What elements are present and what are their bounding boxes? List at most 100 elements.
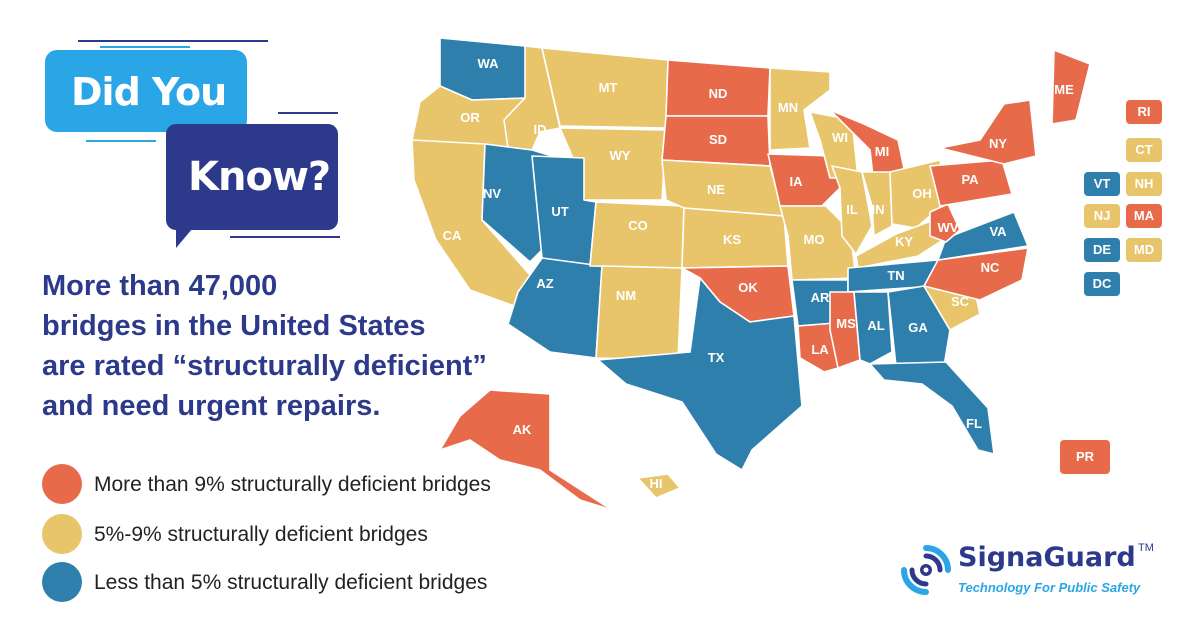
- state-label-id: ID: [534, 122, 547, 137]
- state-label-or: OR: [460, 110, 480, 125]
- logo-trademark: TM: [1138, 542, 1154, 554]
- state-shape-va: [937, 211, 1029, 261]
- state-label-mt: MT: [599, 80, 618, 95]
- state-label-mo: MO: [804, 232, 825, 247]
- state-label-sd: SD: [709, 132, 727, 147]
- legend-label: More than 9% structurally deficient brid…: [94, 473, 491, 496]
- state-label-pa: PA: [961, 172, 979, 187]
- state-shape-tx: [597, 277, 803, 471]
- headline-line: are rated “structurally deficient”: [42, 350, 487, 382]
- state-shape-ia: [767, 153, 841, 207]
- state-label-al: AL: [867, 318, 884, 333]
- state-label-nd: ND: [709, 86, 728, 101]
- legend-swatch-mid: [42, 514, 82, 554]
- state-label-oh: OH: [912, 186, 932, 201]
- state-tag-nj: NJ: [1084, 204, 1120, 228]
- state-label-wi: WI: [832, 130, 848, 145]
- headline-line: More than 47,000: [42, 270, 278, 302]
- state-label-in: IN: [872, 202, 885, 217]
- state-label-ga: GA: [908, 320, 928, 335]
- state-label-ne: NE: [707, 182, 725, 197]
- state-label-ak: AK: [513, 422, 532, 437]
- headline: More than 47,000 bridges in the United S…: [42, 266, 562, 426]
- state-label-ny: NY: [989, 136, 1007, 151]
- state-shape-nm: [595, 265, 683, 361]
- state-label-ar: AR: [811, 290, 830, 305]
- state-shape-nc: [923, 247, 1029, 301]
- state-label-co: CO: [628, 218, 648, 233]
- state-shape-ms: [829, 291, 861, 369]
- decor-line: [100, 46, 190, 48]
- us-map-svg: WA OR CA ID NV MT WY UT AZ CO NM ND SD NE KS OK TX MN IA MO…: [411, 37, 1091, 511]
- state-label-la: LA: [811, 342, 829, 357]
- state-shape-me: [1051, 49, 1091, 125]
- legend-label: 5%-9% structurally deficient bridges: [94, 523, 428, 546]
- state-label-mi: MI: [875, 144, 889, 159]
- state-shape-ak: [439, 389, 613, 511]
- state-label-wy: WY: [610, 148, 631, 163]
- state-tag-ct: CT: [1126, 138, 1162, 162]
- gear-signal-icon: [901, 545, 951, 595]
- bubble-tail: [176, 222, 198, 248]
- logo-tagline: Technology For Public Safety: [958, 580, 1141, 595]
- state-tag-ri: RI: [1126, 100, 1162, 124]
- did-you-bubble: Did You: [45, 50, 247, 150]
- state-tag-pr: PR: [1060, 440, 1110, 474]
- us-map: WA OR CA ID NV MT WY UT AZ CO NM ND SD NE KS OK TX MN IA MO…: [400, 30, 1120, 511]
- decor-line: [78, 40, 268, 42]
- legend-item-mid: 5%-9% structurally deficient bridges: [42, 514, 602, 558]
- state-label-hi: HI: [650, 476, 663, 491]
- legend-label: Less than 5% structurally deficient brid…: [94, 571, 488, 594]
- state-tag-de: DE: [1084, 238, 1120, 262]
- state-label-me: ME: [1054, 82, 1074, 97]
- state-shape-co: [589, 201, 685, 269]
- know-bubble: Know?: [166, 124, 338, 248]
- legend-item-low: Less than 5% structurally deficient brid…: [42, 562, 602, 606]
- decor-line: [278, 112, 338, 114]
- know-text: Know?: [188, 154, 331, 200]
- state-label-nc: NC: [981, 260, 1000, 275]
- state-shape-wy: [559, 127, 667, 201]
- signaguard-logo: SignaGuard TM Technology For Public Safe…: [898, 540, 1168, 600]
- legend-swatch-high: [42, 464, 82, 504]
- state-label-tx: TX: [708, 350, 725, 365]
- state-label-il: IL: [846, 202, 858, 217]
- state-shape-pa: [929, 159, 1013, 207]
- state-label-ok: OK: [738, 280, 758, 295]
- did-you-text: Did You: [71, 70, 227, 114]
- state-label-wv: WV: [938, 220, 959, 235]
- state-label-sc: SC: [951, 294, 970, 309]
- state-label-ms: MS: [836, 316, 856, 331]
- state-tag-dc: DC: [1084, 272, 1120, 296]
- state-shape-hi: [637, 473, 681, 499]
- state-label-az: AZ: [536, 276, 553, 291]
- state-label-ut: UT: [551, 204, 568, 219]
- state-label-va: VA: [989, 224, 1007, 239]
- state-label-wa: WA: [478, 56, 500, 71]
- decor-line: [230, 236, 340, 238]
- state-tag-vt: VT: [1084, 172, 1120, 196]
- state-tag-ma: MA: [1126, 204, 1162, 228]
- legend-swatch-low: [42, 562, 82, 602]
- state-shape-ny: [939, 99, 1037, 165]
- headline-line: bridges in the United States: [42, 310, 426, 342]
- legend-item-high: More than 9% structurally deficient brid…: [42, 464, 602, 508]
- headline-line: and need urgent repairs.: [42, 390, 381, 422]
- state-label-nv: NV: [483, 186, 501, 201]
- state-tag-label: PR: [1075, 449, 1095, 464]
- state-label-nm: NM: [616, 288, 636, 303]
- logo-name: SignaGuard: [958, 542, 1136, 573]
- state-label-ca: CA: [443, 228, 462, 243]
- decor-line: [86, 140, 156, 142]
- state-tag-nh: NH: [1126, 172, 1162, 196]
- state-shape-in: [861, 171, 893, 237]
- state-label-ky: KY: [895, 234, 913, 249]
- state-label-tn: TN: [887, 268, 904, 283]
- state-label-fl: FL: [966, 416, 982, 431]
- state-label-ks: KS: [723, 232, 741, 247]
- state-tag-md: MD: [1126, 238, 1162, 262]
- state-shape-ga: [887, 285, 951, 367]
- state-shape-mn: [769, 67, 831, 151]
- state-label-mn: MN: [778, 100, 798, 115]
